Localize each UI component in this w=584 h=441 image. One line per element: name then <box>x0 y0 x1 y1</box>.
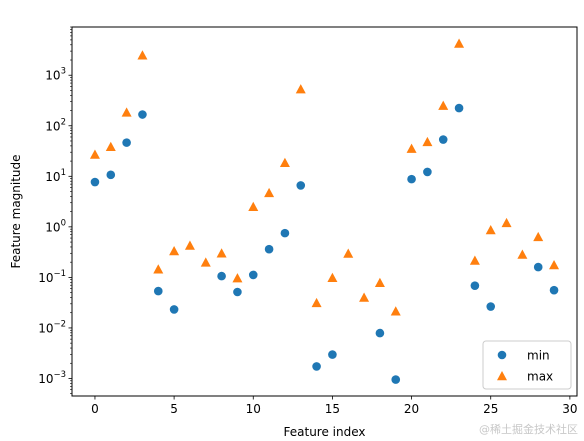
x-tick-label: 20 <box>404 402 419 416</box>
data-point-max <box>359 292 370 302</box>
data-point-max <box>343 248 354 258</box>
legend-marker-max <box>497 371 507 381</box>
data-point-min <box>90 177 100 187</box>
x-tick-label: 30 <box>562 402 577 416</box>
legend: min max <box>482 340 572 390</box>
y-tick-label: 102 <box>45 117 66 133</box>
data-point-min <box>423 167 432 177</box>
data-point-min <box>312 362 321 371</box>
data-point-max <box>327 272 338 283</box>
data-point-min <box>533 262 543 272</box>
data-point-max <box>121 107 132 117</box>
y-tick-label: 101 <box>45 168 66 184</box>
data-point-max <box>501 217 512 228</box>
data-point-min <box>407 174 416 184</box>
data-point-max <box>311 297 322 308</box>
data-point-max <box>232 273 243 283</box>
x-tick-label: 25 <box>483 402 498 416</box>
series-min <box>90 103 559 384</box>
y-tick-label: 10−2 <box>38 319 66 335</box>
data-point-min <box>486 302 496 311</box>
data-point-max <box>517 249 528 259</box>
data-point-min <box>264 244 274 254</box>
data-point-max <box>264 187 275 198</box>
data-point-min <box>296 181 306 190</box>
data-point-max <box>169 245 180 256</box>
data-point-max <box>248 201 259 211</box>
data-point-min <box>454 103 464 113</box>
x-tick-label: 15 <box>325 402 340 416</box>
data-point-max <box>422 136 433 147</box>
legend-marker-min <box>497 350 507 360</box>
data-point-min <box>280 228 290 238</box>
x-axis: 0 5 10 15 20 25 30 <box>91 396 578 416</box>
data-point-max <box>390 306 401 316</box>
series-max <box>89 38 560 316</box>
plot-frame <box>71 26 578 397</box>
data-point-max <box>153 264 164 274</box>
data-point-min <box>549 285 559 295</box>
data-point-min <box>438 135 448 144</box>
data-point-min <box>217 271 226 281</box>
x-tick-label: 0 <box>91 402 99 416</box>
data-point-min <box>153 286 163 296</box>
data-point-min <box>122 138 131 147</box>
data-point-max <box>454 38 465 48</box>
data-point-max <box>533 231 544 242</box>
data-point-max <box>184 240 195 250</box>
data-point-max <box>200 257 211 267</box>
legend-label-min: min <box>527 349 550 363</box>
data-point-max <box>105 141 116 151</box>
data-point-max <box>216 248 227 258</box>
data-point-max <box>279 157 290 167</box>
data-markers <box>89 38 560 384</box>
data-point-min <box>328 350 337 359</box>
data-point-max <box>374 277 385 288</box>
data-point-max <box>137 50 148 60</box>
y-axis: 10−3 10−2 10−1 100 101 102 103 <box>38 26 72 394</box>
plot-area <box>71 26 578 397</box>
data-point-max <box>438 100 449 110</box>
watermark: @稀土掘金技术社区 <box>479 423 578 436</box>
data-point-min <box>470 281 480 290</box>
legend-label-max: max <box>527 370 553 384</box>
data-point-max <box>549 259 560 270</box>
x-tick-label: 5 <box>170 402 178 416</box>
data-point-min <box>248 270 258 280</box>
x-axis-label: Feature index <box>284 425 366 439</box>
data-point-min <box>169 305 179 314</box>
data-point-max <box>469 255 480 265</box>
y-tick-label: 100 <box>45 218 66 234</box>
data-point-max <box>89 149 100 159</box>
y-tick-label: 10−1 <box>38 269 66 285</box>
data-point-max <box>406 143 417 153</box>
data-point-min <box>106 170 116 180</box>
data-point-min <box>375 328 385 338</box>
data-point-min <box>391 375 401 384</box>
y-tick-label: 10−3 <box>38 370 66 386</box>
y-tick-label: 103 <box>45 67 66 83</box>
data-point-min <box>138 110 147 119</box>
data-point-max <box>485 225 496 235</box>
y-axis-label: Feature magnitude <box>9 154 23 268</box>
data-point-min <box>233 287 242 297</box>
data-point-max <box>295 84 306 94</box>
x-tick-label: 10 <box>246 402 261 416</box>
